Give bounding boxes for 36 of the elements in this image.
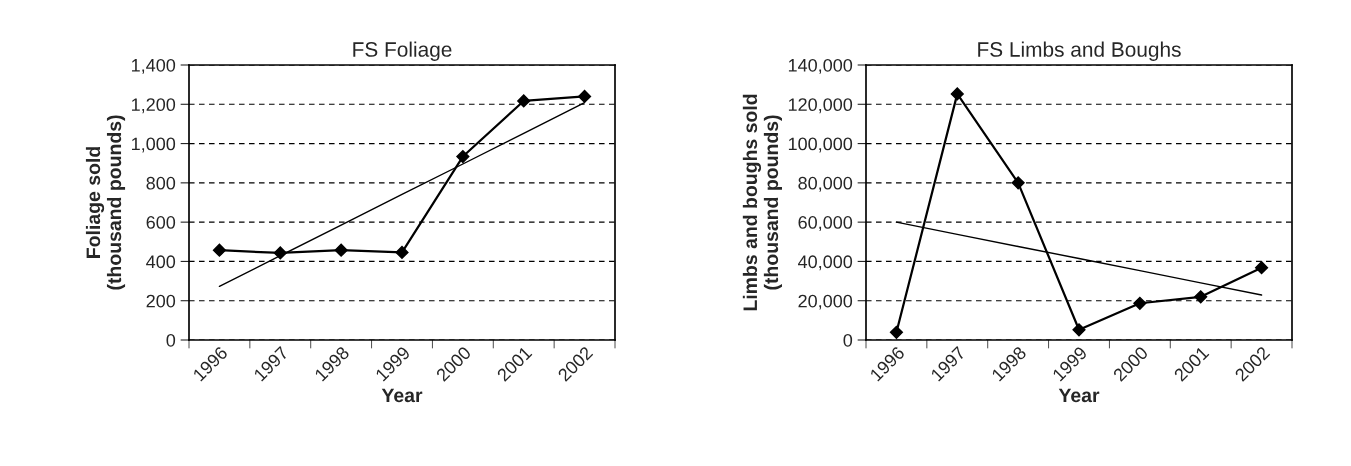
y-tick-label: 600	[146, 216, 176, 229]
point	[950, 87, 964, 101]
y-tick-label: 140,000	[788, 58, 853, 74]
chart-title: FS Limbs and Boughs	[978, 41, 1181, 61]
y-tick-label: 800	[146, 176, 176, 190]
point	[1194, 290, 1208, 304]
chart-title: FS Foliage	[353, 41, 452, 61]
y-tick-label: 0	[166, 333, 176, 347]
point	[456, 149, 470, 164]
x-axis-title: Year	[1058, 388, 1100, 403]
x-axis-title: Year	[381, 388, 423, 403]
y-tick-label: 1,400	[132, 58, 176, 74]
point	[334, 243, 348, 257]
y-tick-label: 100,000	[788, 137, 853, 153]
y-axis-title: Limbs and boughs sold (thousand pounds)	[742, 94, 782, 311]
point	[1254, 261, 1269, 275]
y-tick-label: 0	[843, 333, 853, 347]
y-tick-label: 120,000	[788, 98, 853, 114]
y-tick-label: 400	[146, 255, 176, 269]
point	[395, 245, 409, 259]
y-tick-label: 60,000	[798, 216, 853, 231]
point	[273, 246, 287, 260]
y-tick-label: 20,000	[798, 294, 853, 310]
y-axis-title: Foliage sold (thousand pounds)	[85, 115, 126, 290]
point	[1072, 323, 1086, 337]
point	[212, 243, 227, 257]
y-tick-label: 1,200	[132, 98, 176, 114]
y-tick-label: 200	[146, 294, 176, 308]
point	[577, 89, 592, 104]
point	[889, 325, 904, 339]
point	[1011, 176, 1025, 190]
point	[517, 94, 531, 108]
y-tick-label: 40,000	[798, 255, 853, 271]
y-tick-label: 1,000	[132, 137, 176, 153]
point	[1133, 296, 1147, 310]
y-tick-label: 80,000	[798, 176, 853, 192]
